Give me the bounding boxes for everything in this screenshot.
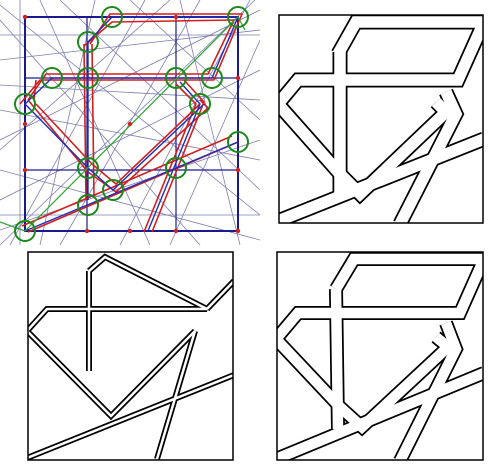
green-circles bbox=[14, 6, 249, 242]
red-dots bbox=[22, 14, 241, 234]
interlace-wide-diagram bbox=[278, 14, 484, 224]
interlace-medium-panel bbox=[276, 251, 484, 461]
interlace-medium-diagram bbox=[276, 251, 484, 461]
blue-strapwork bbox=[24, 16, 240, 232]
interlace-thin-panel bbox=[27, 251, 234, 461]
construction-diagram bbox=[0, 0, 260, 245]
construction-panel bbox=[0, 0, 260, 245]
interlace-wide-panel bbox=[278, 14, 484, 224]
frame bbox=[27, 251, 234, 461]
frame bbox=[276, 251, 484, 461]
green-guide-line bbox=[0, 16, 246, 232]
frame bbox=[278, 14, 484, 224]
interlace-thin-diagram bbox=[27, 251, 234, 461]
